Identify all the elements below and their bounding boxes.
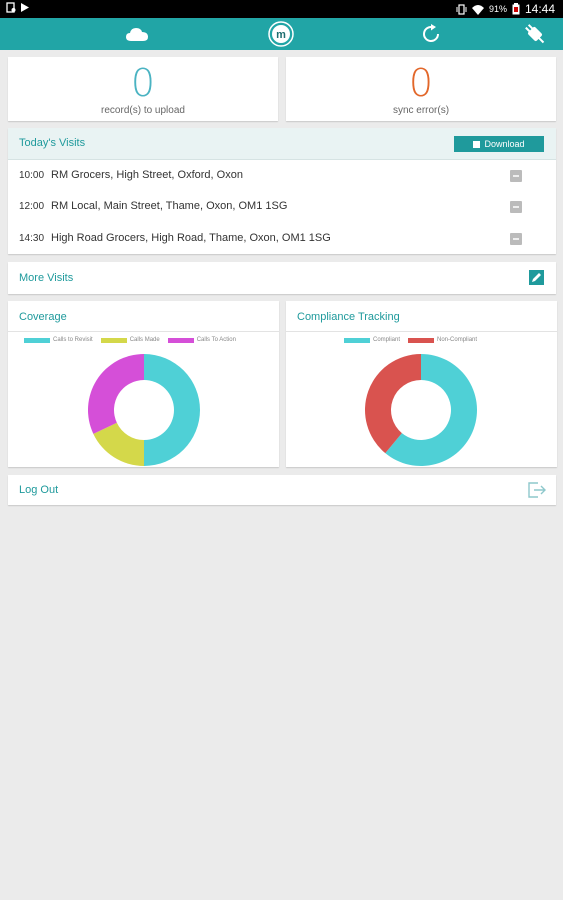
refresh-icon (423, 24, 439, 42)
donut-slice (385, 354, 477, 466)
legend-label: Calls to Revisit (53, 337, 93, 343)
download-button[interactable]: Download (454, 136, 544, 152)
legend-label: Calls To Action (196, 337, 236, 343)
notification-icon (6, 2, 16, 13)
battery-level: 91% (488, 4, 507, 14)
logout-label: Log Out (19, 484, 59, 496)
legend-item: Non-Compliant (408, 337, 477, 343)
logo-button[interactable]: m (256, 18, 306, 50)
records-count: 0 (130, 61, 156, 105)
compliance-legend: Compliant Non-Compliant (344, 337, 477, 343)
wifi-icon (471, 4, 484, 15)
donut-slice (144, 354, 200, 466)
errors-count: 0 (408, 61, 434, 105)
app-bar: m (0, 18, 563, 50)
download-label: Download (484, 139, 525, 149)
refresh-button[interactable] (406, 18, 456, 50)
errors-label: sync error(s) (392, 105, 450, 116)
donut-slice (87, 354, 144, 434)
compliance-card: Compliance Tracking (286, 301, 557, 467)
battery-icon (512, 3, 520, 15)
legend-item: Calls to Revisit (24, 337, 93, 343)
legend-item: Calls Made (100, 337, 160, 343)
visit-address: High Road Grocers, High Road, Thame, Oxo… (51, 232, 331, 244)
visit-row[interactable]: 10:00 RM Grocers, High Street, Oxford, O… (8, 161, 556, 191)
logo-icon: m (268, 21, 294, 47)
edit-icon (529, 270, 544, 285)
visit-checkbox[interactable] (510, 233, 522, 245)
compliance-title: Compliance Tracking (297, 311, 400, 323)
legend-label: Calls Made (129, 337, 160, 343)
compliance-donut-chart (365, 354, 477, 466)
legend-item: Compliant (344, 337, 400, 343)
vibrate-icon (456, 3, 467, 15)
legend-item: Calls To Action (167, 337, 236, 343)
plug-icon (525, 24, 545, 44)
cloud-icon (126, 28, 148, 41)
visit-time: 12:00 (19, 201, 45, 212)
donut-slice (365, 354, 421, 454)
todays-visits-card: Today's Visits Download 10:00 RM Grocers… (8, 128, 556, 254)
more-visits-label: More Visits (19, 272, 74, 284)
sync-errors-card: 0 sync error(s) (286, 57, 556, 121)
visits-title: Today's Visits (19, 137, 86, 149)
visit-checkbox[interactable] (510, 201, 522, 213)
visit-row[interactable]: 14:30 High Road Grocers, High Road, Tham… (8, 224, 556, 254)
visit-time: 14:30 (19, 233, 45, 244)
visits-header: Today's Visits Download (8, 128, 556, 160)
coverage-card: Coverage (8, 301, 279, 467)
legend-label: Non-Compliant (437, 337, 478, 343)
more-visits-row[interactable]: More Visits (8, 262, 556, 294)
logout-icon (528, 482, 546, 498)
donut-slice (93, 422, 144, 466)
coverage-donut-chart (87, 354, 200, 466)
logo-letter: m (276, 29, 286, 41)
coverage-legend: Calls to Revisit Calls Made Calls To Act… (24, 337, 236, 343)
visit-address: RM Grocers, High Street, Oxford, Oxon (51, 169, 243, 181)
download-icon (473, 140, 481, 148)
status-bar: 91% 14:44 (0, 0, 563, 18)
visit-address: RM Local, Main Street, Thame, Oxon, OM1 … (51, 200, 288, 212)
clock: 14:44 (524, 2, 555, 16)
play-icon (21, 3, 29, 12)
legend-label: Compliant (373, 337, 401, 343)
records-card: 0 record(s) to upload (8, 57, 278, 121)
cloud-button[interactable] (112, 18, 162, 50)
visit-checkbox[interactable] (510, 170, 522, 182)
visit-row[interactable]: 12:00 RM Local, Main Street, Thame, Oxon… (8, 192, 556, 222)
disconnect-button[interactable] (510, 18, 560, 50)
records-label: record(s) to upload (101, 105, 185, 116)
logout-row[interactable]: Log Out (8, 475, 556, 505)
coverage-title: Coverage (19, 311, 67, 323)
visit-time: 10:00 (19, 170, 45, 181)
